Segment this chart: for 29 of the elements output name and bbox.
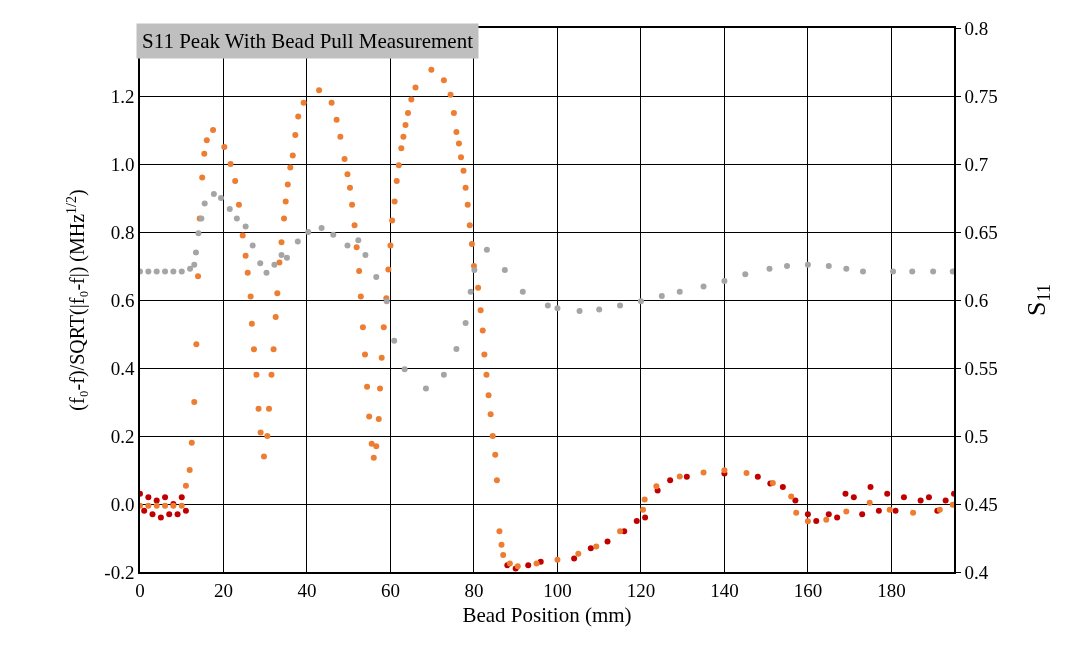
y2-tick-label: 0.4 [964,561,989,583]
x-tick-label: 140 [710,579,739,601]
x-tick-label: 40 [297,579,317,601]
y2-tick-label: 0.6 [964,289,989,311]
y2-tick-label: 0.75 [964,85,998,107]
x-tick-label: 180 [877,579,906,601]
x-tick-label: 60 [380,579,400,601]
y-tick-label: 0.4 [110,357,135,379]
y-tick-label: 0.0 [110,493,135,515]
y-tick-label: 0.2 [110,425,135,447]
y2-tick-label: 0.8 [964,17,989,39]
y-tick-label: 0.8 [110,221,135,243]
y2-tick-label: 0.45 [964,493,998,515]
x-axis-title: Bead Position (mm) [462,603,632,628]
x-tick-label: 20 [213,579,233,601]
y-tick-label: 0.6 [110,289,135,311]
x-tick-label: 160 [793,579,823,601]
x-tick-label: 80 [464,579,484,601]
y-tick-label: 1.0 [110,153,135,175]
y2-tick-label: 0.7 [964,153,989,175]
y2-tick-label: 0.5 [964,425,989,447]
y2-tick-label: 0.65 [964,221,998,243]
y-tick-label: -0.2 [104,561,135,583]
y2-tick-label: 0.55 [964,357,998,379]
x-tick-label: 0 [135,579,145,601]
chart-title: S11 Peak With Bead Pull Measurement [142,29,474,53]
y-tick-label: 1.2 [110,85,135,107]
x-tick-label: 120 [626,579,656,601]
x-tick-label: 100 [543,579,572,601]
